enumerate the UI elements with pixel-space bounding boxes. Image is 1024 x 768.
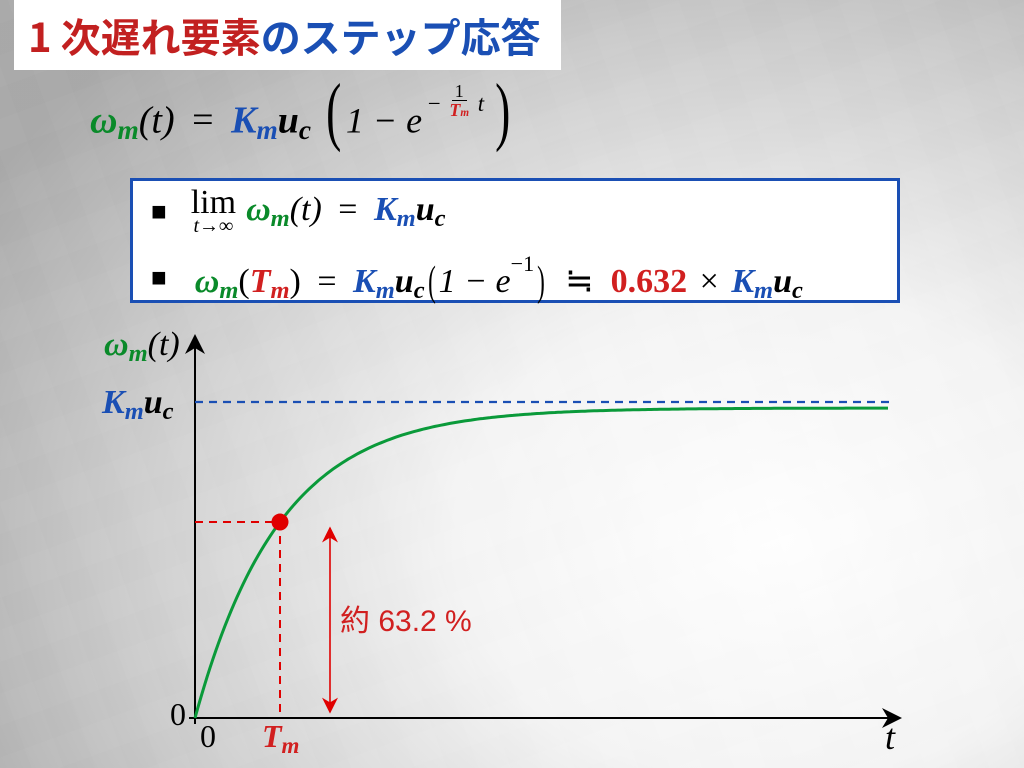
ylab-omega: ω <box>104 326 129 363</box>
b2-exp: −1 <box>511 251 535 276</box>
b2-K2-sub: m <box>754 277 773 304</box>
b2-val: 0.632 <box>611 263 688 300</box>
frac-den: Tm <box>446 101 472 119</box>
b2-u2: u <box>773 263 792 300</box>
Tm-label: Tm <box>262 718 299 759</box>
title-blue: のステップ応答 <box>261 6 541 64</box>
b2-times: × <box>700 263 719 300</box>
b2-K-sub: m <box>376 277 395 304</box>
x-zero: 0 <box>200 718 216 755</box>
b1-u: u <box>416 191 435 228</box>
bullet-box: ■ lim t→∞ ωm(t) = Kmuc ■ ωm(Tm) = Kmuc(1… <box>130 178 900 303</box>
b1-omega-sub: m <box>271 205 290 232</box>
main-equation: ωm(t) = Kmuc (1 − e − 1 Tm t ) <box>90 82 515 146</box>
b2-rparen2: ) <box>537 258 545 306</box>
b2-Tm-sub: m <box>270 277 289 304</box>
b1-K-sub: m <box>397 205 416 232</box>
u-sub: c <box>299 115 311 145</box>
title-red: 1 次遅れ要素 <box>28 6 261 64</box>
frac: 1 Tm <box>446 82 472 119</box>
b1-u-sub: c <box>435 205 446 232</box>
b2-approx: ≒ <box>565 263 594 300</box>
b1-omega: ω <box>246 191 271 228</box>
plot-svg <box>100 318 920 750</box>
asym-K: K <box>102 384 125 421</box>
bullet-square-2: ■ <box>151 263 167 293</box>
one-minus-e: 1 − e <box>346 100 422 140</box>
eq-sign: = <box>192 99 213 141</box>
b2-K: K <box>353 263 376 300</box>
y-axis-label: ωm(t) <box>104 326 180 368</box>
Tm-T: T <box>262 718 282 754</box>
b2-Tm: T <box>250 263 271 300</box>
b2-u-sub: c <box>414 277 425 304</box>
y-zero: 0 <box>170 696 186 733</box>
exp-t: t <box>478 91 484 116</box>
percent-label: 約 63.2 % <box>340 596 472 640</box>
b2-u: u <box>395 263 414 300</box>
omega: ω <box>90 99 117 141</box>
b2-omega-sub: m <box>219 277 238 304</box>
omega-sub: m <box>117 115 138 145</box>
slide-title: 1 次遅れ要素のステップ応答 <box>14 0 561 70</box>
b2-K2: K <box>731 263 754 300</box>
Tm-sub: m <box>282 732 300 758</box>
b2-rparen: ) <box>290 263 301 300</box>
t-paren: (t) <box>139 99 175 141</box>
plot: ωm(t) Kmuc 0 0 Tm t 約 63.2 % <box>100 318 920 750</box>
b2-lparen: ( <box>238 263 249 300</box>
b1-K: K <box>374 191 397 228</box>
b2-lparen2: ( <box>428 258 436 306</box>
minus: − <box>428 91 441 116</box>
ylab-arg: (t) <box>148 326 180 363</box>
asym-u: u <box>144 384 163 421</box>
bullet-1: ■ lim t→∞ ωm(t) = Kmuc <box>151 189 446 235</box>
b2-eq: = <box>317 263 336 300</box>
b2-1me: 1 − e <box>439 263 511 300</box>
K-sub: m <box>256 115 277 145</box>
lim-text: lim <box>191 189 236 218</box>
asymptote-label: Kmuc <box>102 384 174 426</box>
b1-eq: = <box>338 191 357 228</box>
bullet-square-1: ■ <box>151 197 167 227</box>
u: u <box>278 99 299 141</box>
asym-u-sub: c <box>163 398 174 425</box>
b2-u2-sub: c <box>792 277 803 304</box>
exponent: − 1 Tm t <box>422 91 490 116</box>
frac-num: 1 <box>452 82 467 101</box>
b2-omega: ω <box>195 263 220 300</box>
lim: lim t→∞ <box>191 189 236 235</box>
b1-paren: (t) <box>290 191 322 228</box>
x-axis-label: t <box>885 716 895 758</box>
bullet-2: ■ ωm(Tm) = Kmuc(1 − e−1) ≒ 0.632 × Kmuc <box>151 251 803 305</box>
K: K <box>231 99 256 141</box>
ylab-sub: m <box>129 340 148 367</box>
lim-sub: t→∞ <box>193 218 233 235</box>
asym-K-sub: m <box>125 398 144 425</box>
